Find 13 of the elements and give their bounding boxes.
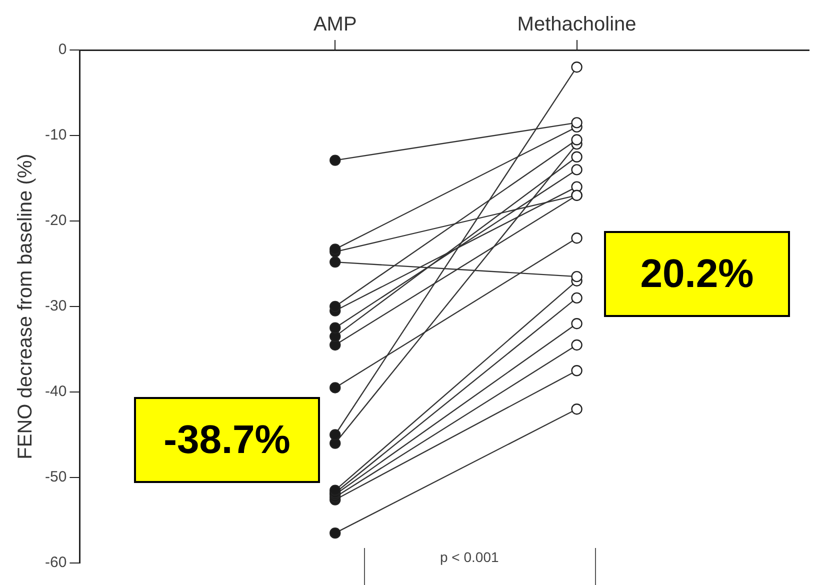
x-tick-label: Methacholine: [517, 14, 636, 36]
y-tick-label: -10: [44, 126, 67, 144]
y-tick-label: -40: [44, 383, 67, 400]
x-tick-label: AMP: [313, 14, 357, 36]
y-tick-label: -50: [44, 468, 67, 486]
y-tick-label: 0: [58, 41, 67, 58]
annotation: p < 0.001: [440, 549, 499, 565]
y-tick-label: -60: [44, 554, 67, 572]
y-tick-label: -30: [44, 298, 67, 315]
y-axis-title: FENO decrease from baseline (%): [14, 154, 37, 460]
annotation: -38.7%: [134, 397, 320, 483]
y-tick-label: -20: [44, 212, 67, 230]
annotation: 20.2%: [604, 231, 790, 317]
